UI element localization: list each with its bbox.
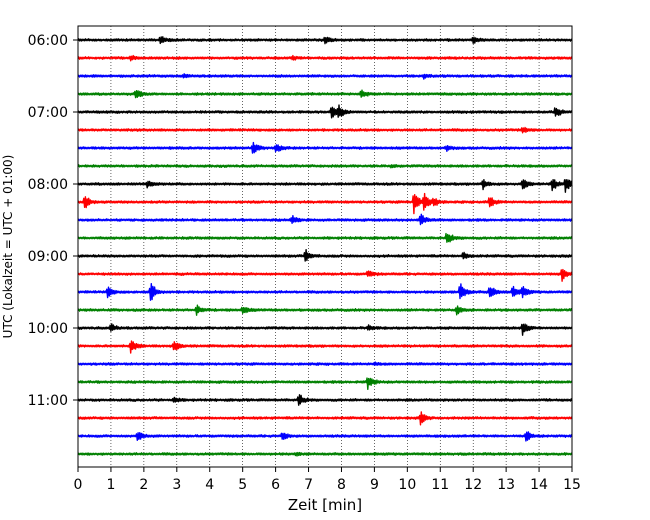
x-tick-label: 13 xyxy=(497,477,515,493)
x-tick-label: 5 xyxy=(238,477,247,493)
y-tick-label: 07:00 xyxy=(28,105,68,121)
x-tick-label: 8 xyxy=(337,477,346,493)
x-axis-ticks: 0 1 2 3 4 5 6 7 8 9 10 11 12 13 14 15 xyxy=(74,467,581,493)
x-tick-label: 11 xyxy=(431,477,449,493)
trace-0615 xyxy=(77,54,573,62)
trace-1100 xyxy=(77,394,573,406)
trace-0945 xyxy=(77,304,573,316)
trace-0815 xyxy=(77,192,573,215)
x-tick-label: 10 xyxy=(398,477,416,493)
x-tick-label: 12 xyxy=(464,477,482,493)
x-tick-label: 14 xyxy=(530,477,548,493)
x-tick-label: 3 xyxy=(172,477,181,493)
trace-0900 xyxy=(77,249,573,262)
x-tick-label: 9 xyxy=(370,477,379,493)
trace-1145 xyxy=(77,451,573,457)
trace-0930 xyxy=(77,283,573,301)
x-tick-label: 7 xyxy=(304,477,313,493)
trace-0700 xyxy=(77,104,573,119)
trace-0645 xyxy=(77,89,573,99)
trace-1115 xyxy=(77,411,573,426)
trace-0800 xyxy=(77,179,573,193)
x-tick-label: 0 xyxy=(74,477,83,493)
trace-1015 xyxy=(77,340,573,354)
trace-1000 xyxy=(77,323,573,336)
trace-lines xyxy=(77,36,573,457)
trace-1030 xyxy=(77,361,573,366)
trace-0845 xyxy=(77,232,573,243)
x-tick-label: 15 xyxy=(563,477,581,493)
trace-0730 xyxy=(77,141,573,154)
trace-0830 xyxy=(77,213,573,226)
x-tick-label: 1 xyxy=(106,477,115,493)
y-tick-label: 08:00 xyxy=(28,177,68,193)
y-axis-label: UTC (Lokalzeit = UTC + 01:00) xyxy=(1,155,15,339)
trace-1045 xyxy=(77,377,573,390)
y-tick-label: 06:00 xyxy=(28,33,68,49)
x-tick-label: 6 xyxy=(271,477,280,493)
trace-0915 xyxy=(77,268,573,282)
x-tick-label: 2 xyxy=(139,477,148,493)
x-tick-label: 4 xyxy=(205,477,214,493)
trace-0600 xyxy=(77,36,573,45)
trace-0745 xyxy=(77,164,573,169)
plot-frame xyxy=(77,25,573,468)
y-axis-ticks: 06:00 07:00 08:00 09:00 10:00 11:00 xyxy=(28,33,78,409)
y-tick-label: 10:00 xyxy=(28,321,68,337)
trace-0715 xyxy=(77,126,573,134)
y-tick-label: 11:00 xyxy=(28,393,68,409)
x-axis-label: Zeit [min] xyxy=(288,496,362,514)
y-tick-label: 09:00 xyxy=(28,249,68,265)
trace-0630 xyxy=(77,73,573,80)
trace-1130 xyxy=(77,431,573,442)
